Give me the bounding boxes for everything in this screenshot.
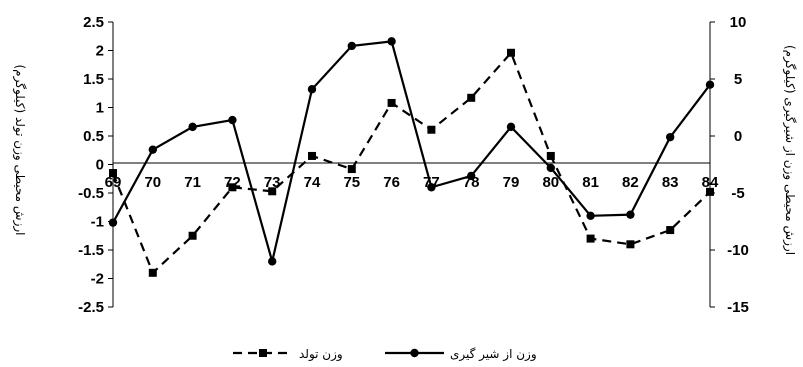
x-tick-label: 75: [343, 174, 360, 191]
data-point-circle: [387, 37, 396, 46]
x-tick-label: 71: [184, 174, 201, 191]
y-tick-label: -1: [91, 214, 104, 231]
x-tick-label: 83: [662, 174, 679, 191]
y2-tick-label: 10: [730, 14, 747, 31]
data-point-circle: [427, 183, 436, 192]
tick-labels: 2.5 2 1.5 1 0.5 0 -0.5 -1 -1.5 -2 -2.5 10 5 0 -5 -10 -15…: [78, 14, 749, 316]
y2-tick-label: 0: [734, 128, 742, 145]
x-tick-label: 74: [304, 174, 321, 191]
series-layer: [108, 37, 715, 277]
x-tick-label: 76: [383, 174, 400, 191]
data-point-circle: [148, 145, 157, 154]
y-tick-label: -2: [91, 271, 104, 288]
data-point-square: [586, 234, 595, 243]
data-point-circle: [586, 211, 595, 220]
x-tick-label: 82: [622, 174, 639, 191]
data-point-circle: [626, 210, 635, 219]
y-tick-label: 2.5: [83, 14, 104, 31]
data-point-circle: [188, 122, 197, 132]
y2-tick-label: -5: [731, 185, 744, 202]
data-point-circle: [228, 115, 237, 125]
data-point-circle: [705, 80, 715, 89]
x-tick-label: 72: [224, 174, 241, 191]
data-point-circle: [666, 132, 675, 142]
legend-marker-circle: [410, 348, 419, 358]
x-tick-label: 77: [423, 174, 440, 191]
legend: وزن تولد وزن از شیر گیری: [233, 347, 537, 362]
data-point-circle: [108, 218, 118, 227]
y-tick-label: -1.5: [78, 242, 104, 259]
x-tick-label: 78: [463, 174, 480, 191]
data-point-circle: [307, 85, 317, 94]
data-point-circle: [546, 163, 555, 173]
y-tick-label: -0.5: [78, 185, 104, 202]
data-point-square: [228, 183, 237, 192]
y2-tick-label: -15: [727, 299, 749, 316]
x-tick-label: 84: [702, 174, 719, 191]
data-point-square: [666, 226, 675, 235]
y-tick-label: 1: [96, 100, 104, 117]
data-point-square: [308, 151, 316, 160]
x-tick-label: 70: [144, 174, 161, 191]
data-point-square: [109, 169, 117, 178]
y2-axis-title: ارزش محیطی وزن از شیرگیری (کیلوگرم): [782, 45, 797, 255]
x-tick-label: 69: [105, 174, 122, 191]
data-point-circle: [506, 122, 516, 132]
y2-tick-label: 5: [734, 71, 742, 88]
data-point-square: [706, 187, 714, 196]
x-tick-label: 73: [264, 174, 281, 191]
data-point-square: [467, 93, 476, 102]
data-point-square: [546, 151, 555, 160]
data-point-circle: [347, 41, 356, 51]
legend-label-2: وزن از شیر گیری: [450, 347, 537, 362]
y-tick-label: 1.5: [83, 71, 104, 88]
data-point-square: [148, 268, 157, 277]
y-tick-label: 0.5: [83, 128, 104, 145]
data-point-square: [387, 98, 396, 107]
legend-label-1: وزن تولد: [299, 347, 343, 362]
x-tick-label: 79: [503, 174, 520, 191]
y-tick-label: 0: [96, 157, 104, 174]
x-tick-label: 81: [582, 174, 599, 191]
data-point-square: [427, 125, 436, 134]
data-point-square: [268, 187, 277, 196]
series-line-1: [111, 50, 711, 275]
axes: [108, 21, 715, 308]
data-point-square: [626, 240, 635, 249]
y-axis-title: ارزش محیطی وزن تولد (کیلوگرم): [12, 65, 27, 236]
legend-marker-square: [259, 349, 267, 357]
y2-tick-label: -10: [727, 242, 749, 259]
data-point-circle: [268, 257, 277, 266]
y-tick-label: -2.5: [78, 299, 104, 316]
data-point-square: [507, 48, 515, 57]
data-point-square: [347, 165, 356, 174]
data-point-square: [188, 231, 197, 240]
x-tick-label: 80: [542, 174, 559, 191]
series-line-2: [112, 40, 711, 262]
y-tick-label: 2: [96, 43, 104, 60]
data-point-circle: [467, 171, 476, 181]
